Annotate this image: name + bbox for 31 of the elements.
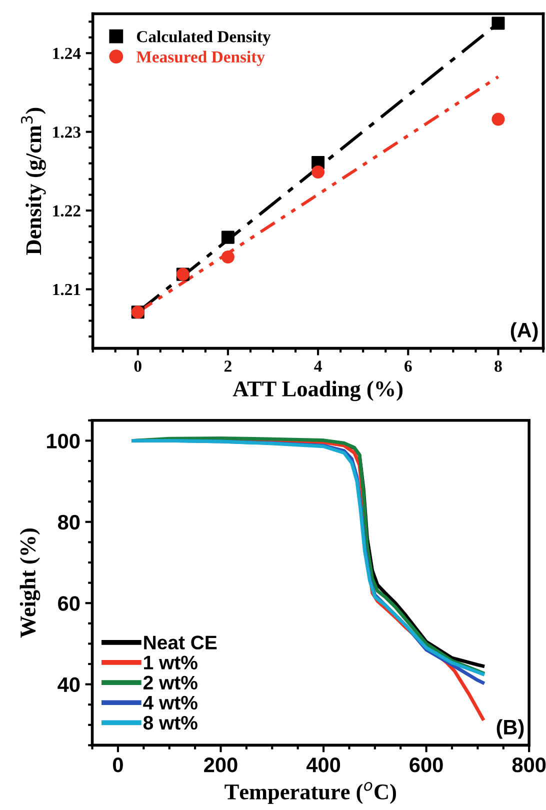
x-axis-title: ATT Loading (%) — [232, 380, 402, 402]
y-tick-label: 1.22 — [53, 205, 80, 217]
x-tick-label: 600 — [410, 758, 443, 772]
x-tick-label: 0 — [113, 758, 123, 772]
y-tick-label: 1.21 — [53, 284, 80, 296]
legend-label: Calculated Density — [136, 30, 271, 46]
y-tick-label: 40 — [58, 677, 80, 692]
y-axis-title: Density (g/cm$^{3}$) — [20, 108, 46, 255]
legend-label: Measured Density — [136, 50, 265, 66]
x-tick-label: 800 — [512, 758, 546, 772]
y-tick-label: 80 — [58, 514, 80, 530]
y-tick-label: 60 — [58, 596, 80, 611]
legend-label: 2 wt% — [144, 676, 198, 690]
x-tick-label: 0 — [134, 360, 142, 372]
x-tick-label: 6 — [404, 360, 412, 372]
annotation: (A) — [510, 322, 538, 342]
legend-label: 1 wt% — [144, 656, 198, 670]
x-axis-title: Temperature ($^{o}$C) — [224, 782, 396, 804]
x-tick-label: 2 — [224, 360, 232, 372]
y-tick-label: 100 — [47, 434, 80, 448]
y-axis-title: Weight (%) — [20, 528, 40, 638]
x-tick-label: 200 — [204, 758, 238, 772]
y-tick-label: 1.24 — [53, 48, 81, 60]
annotation: (B) — [496, 719, 524, 739]
x-tick-label: 8 — [494, 360, 502, 372]
legend-label: Neat CE — [144, 636, 217, 650]
x-tick-label: 4 — [314, 360, 322, 372]
y-tick-label: 1.23 — [53, 126, 80, 138]
legend-label: 4 wt% — [143, 696, 198, 710]
legend-label: 8 wt% — [143, 716, 198, 730]
x-tick-label: 400 — [306, 758, 340, 772]
